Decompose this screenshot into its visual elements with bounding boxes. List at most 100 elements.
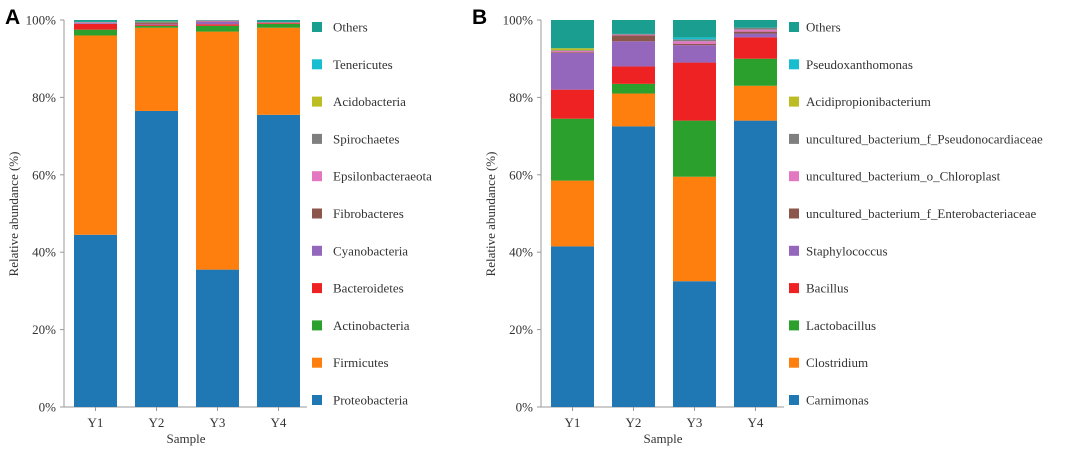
legend-swatch: [789, 395, 799, 405]
bar-segment: [551, 50, 594, 51]
x-tick-label: Y1: [565, 415, 581, 430]
x-tick-label: Y2: [626, 415, 642, 430]
bar-segment: [734, 31, 777, 34]
legend-swatch: [789, 245, 799, 256]
legend-swatch: [312, 96, 322, 107]
bar-segment: [551, 48, 594, 51]
legend-swatch: [789, 208, 799, 219]
legend-swatch: [789, 133, 799, 144]
bar-segment: [673, 120, 716, 177]
bar-segment: [257, 23, 300, 24]
x-tick-label: Y3: [210, 415, 226, 430]
y-ticks: 0% 20% 40% 60% 80% 100%: [26, 13, 64, 415]
y-tick-label: 0%: [516, 400, 534, 415]
bar-segment: [551, 180, 594, 247]
bar-segment: [551, 52, 594, 90]
legend-swatch: [312, 357, 322, 368]
legend-swatch: [312, 171, 322, 182]
bar-segment: [612, 83, 655, 94]
y-tick-label: 100%: [26, 13, 57, 28]
bar-segment: [196, 20, 239, 22]
bar-segment: [612, 33, 655, 35]
x-tick-label: Y4: [271, 415, 287, 430]
bar-segment: [551, 118, 594, 181]
bar-segment: [257, 27, 300, 115]
legend-swatch: [789, 283, 799, 294]
bar-segment: [673, 281, 716, 407]
legend-label: Spirochaetes: [333, 131, 399, 146]
legend-swatch: [789, 96, 799, 107]
legend-label: Fibrobacteres: [333, 206, 404, 221]
legend-swatch: [312, 320, 322, 331]
legend-label: Actinobacteria: [333, 318, 410, 333]
legend-swatch: [312, 22, 322, 32]
bar-segment: [74, 23, 117, 24]
x-tick-label: Y4: [748, 415, 764, 430]
x-tick-label: Y3: [687, 415, 703, 430]
x-tick-label: Y1: [88, 415, 104, 430]
y-tick-label: 100%: [503, 13, 534, 28]
bar-segment: [734, 27, 777, 30]
x-tick-label: Y2: [149, 415, 165, 430]
legend-label: uncultured_bacterium_f_Pseudonocardiacea…: [806, 131, 1043, 146]
legend-label: Proteobacteria: [333, 393, 408, 408]
legend-label: Others: [333, 20, 368, 35]
bar-segment: [257, 114, 300, 407]
bar-segment: [196, 25, 239, 32]
bar-segment: [612, 126, 655, 408]
bar-segment: [612, 93, 655, 127]
bar-segment: [135, 110, 178, 407]
y-tick-label: 40%: [509, 245, 533, 260]
panel-b: B Relative abundance (%) Sample 0% 20% 40%…: [472, 6, 1043, 446]
legend-label: Bacillus: [806, 281, 849, 296]
bar-segment: [734, 58, 777, 86]
x-axis-title: Sample: [644, 431, 683, 446]
bar-segment: [673, 62, 716, 121]
legend-label: Tenericutes: [333, 57, 393, 72]
panel-label: B: [472, 6, 487, 29]
y-tick-label: 80%: [32, 90, 56, 105]
legend-swatch: [312, 395, 322, 405]
y-ticks: 0% 20% 40% 60% 80% 100%: [503, 13, 541, 415]
legend-label: Acidipropionibacterium: [806, 94, 931, 109]
bar-segment: [673, 37, 716, 40]
legend-swatch: [789, 59, 799, 70]
legend: Others Pseudoxanthomonas Acidipropionibact…: [789, 20, 1043, 408]
legend-label: Others: [806, 20, 841, 35]
bar-segment: [74, 234, 117, 407]
y-tick-label: 80%: [509, 90, 533, 105]
bar-segment: [135, 21, 178, 23]
bar-segment: [135, 22, 178, 24]
legend-label: uncultured_bacterium_o_Chloroplast: [806, 169, 1001, 184]
bar-segment: [734, 20, 777, 28]
bar-segment: [551, 20, 594, 49]
bar-segment: [734, 33, 777, 38]
legend-label: Staphylococcus: [806, 243, 888, 258]
legend-label: Firmicutes: [333, 355, 389, 370]
bar-segment: [551, 52, 594, 53]
bar-segment: [196, 24, 239, 26]
legend-swatch: [312, 208, 322, 219]
y-tick-label: 20%: [32, 322, 56, 337]
legend-swatch: [789, 171, 799, 182]
bar-segment: [673, 20, 716, 38]
legend-swatch: [312, 59, 322, 70]
bar-segment: [612, 35, 655, 42]
bar-segment: [135, 20, 178, 22]
legend-label: Carnimonas: [806, 393, 869, 408]
legend-label: Cyanobacteria: [333, 243, 408, 258]
x-ticks: Y1 Y2 Y3 Y4: [88, 407, 287, 430]
bar-segment: [612, 66, 655, 84]
bar-segment: [734, 29, 777, 32]
legend-label: Lactobacillus: [806, 318, 876, 333]
legend-label: Epsilonbacteraeota: [333, 169, 432, 184]
legend-label: Clostridium: [806, 355, 868, 370]
bar-segment: [135, 23, 178, 25]
y-tick-label: 20%: [509, 322, 533, 337]
legend-label: uncultured_bacterium_f_Enterobacteriacea…: [806, 206, 1036, 221]
legend-label: Acidobacteria: [333, 94, 406, 109]
bar-segment: [612, 41, 655, 67]
bar-segment: [551, 89, 594, 119]
y-axis-title: Relative abundance (%): [6, 152, 21, 277]
